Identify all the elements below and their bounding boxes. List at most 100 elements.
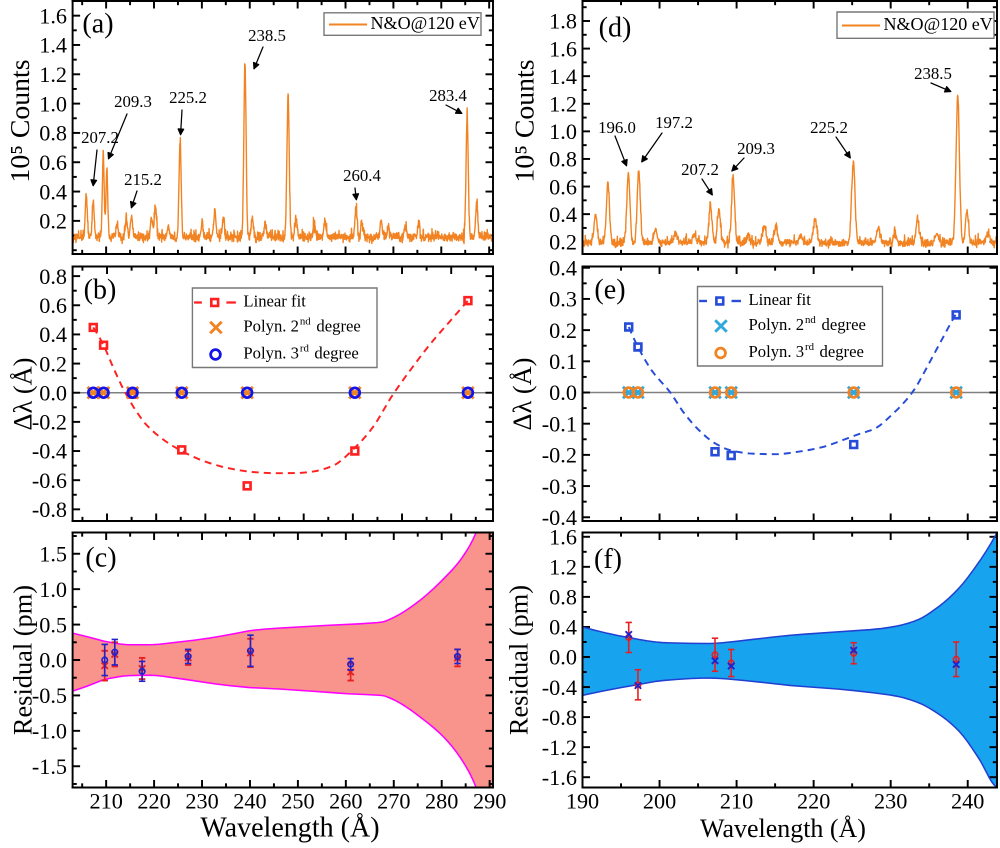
svg-text:degree: degree [819, 342, 863, 361]
svg-text:Polyn. 3: Polyn. 3 [243, 343, 299, 362]
svg-text:0.8: 0.8 [39, 121, 67, 146]
svg-text:0.6: 0.6 [39, 150, 67, 175]
svg-text:0.6: 0.6 [39, 293, 67, 318]
svg-text:0.8: 0.8 [549, 147, 577, 172]
svg-text:-0.1: -0.1 [542, 411, 577, 436]
svg-text:0.0: 0.0 [39, 648, 67, 673]
svg-text:(f): (f) [594, 544, 622, 575]
svg-text:290: 290 [473, 788, 506, 813]
svg-text:-0.4: -0.4 [32, 439, 67, 464]
svg-text:1.0: 1.0 [39, 91, 67, 116]
svg-text:197.2: 197.2 [655, 113, 693, 132]
svg-text:1.0: 1.0 [39, 577, 67, 602]
svg-text:0.0: 0.0 [549, 380, 577, 405]
svg-text:0.4: 0.4 [549, 202, 577, 227]
svg-text:240: 240 [951, 788, 984, 813]
svg-text:0.8: 0.8 [549, 585, 577, 610]
svg-text:220: 220 [137, 788, 170, 813]
svg-text:N&O@120 eV: N&O@120 eV [884, 14, 993, 34]
svg-text:degree: degree [314, 343, 358, 362]
svg-text:230: 230 [185, 788, 218, 813]
svg-text:-0.2: -0.2 [32, 410, 67, 435]
svg-text:196.0: 196.0 [598, 118, 636, 137]
svg-text:-0.2: -0.2 [542, 443, 577, 468]
svg-text:207.2: 207.2 [81, 128, 119, 147]
svg-text:Δλ (Å): Δλ (Å) [8, 358, 38, 431]
svg-text:238.5: 238.5 [914, 64, 952, 83]
svg-text:degree: degree [821, 315, 865, 334]
svg-text:Δλ (Å): Δλ (Å) [507, 358, 537, 431]
svg-text:240: 240 [233, 788, 266, 813]
svg-text:-0.6: -0.6 [32, 468, 67, 493]
svg-text:260.4: 260.4 [343, 166, 381, 185]
svg-text:0.4: 0.4 [39, 179, 67, 204]
svg-text:0.3: 0.3 [549, 287, 577, 312]
svg-text:0.0: 0.0 [39, 380, 67, 405]
svg-text:Linear fit: Linear fit [748, 290, 811, 309]
svg-text:0.4: 0.4 [39, 322, 67, 347]
svg-text:-1.5: -1.5 [32, 754, 67, 779]
svg-text:209.3: 209.3 [737, 139, 775, 158]
svg-text:0.2: 0.2 [549, 318, 577, 343]
svg-text:220: 220 [797, 788, 830, 813]
svg-text:-0.4: -0.4 [542, 505, 577, 530]
svg-text:1.4: 1.4 [549, 64, 577, 89]
svg-text:10⁵ Counts: 10⁵ Counts [510, 59, 541, 182]
svg-text:1.2: 1.2 [549, 555, 577, 580]
svg-text:1.6: 1.6 [549, 524, 577, 549]
svg-text:nd: nd [300, 316, 311, 328]
svg-text:0.5: 0.5 [39, 612, 67, 637]
svg-text:rd: rd [805, 341, 815, 353]
svg-text:(c): (c) [85, 543, 116, 574]
svg-text:280: 280 [425, 788, 458, 813]
svg-text:Polyn. 2: Polyn. 2 [748, 315, 804, 334]
svg-text:0.8: 0.8 [39, 264, 67, 289]
svg-text:1.6: 1.6 [39, 3, 67, 28]
svg-text:(b): (b) [84, 275, 117, 306]
svg-text:190: 190 [566, 788, 599, 813]
svg-text:(a): (a) [82, 9, 113, 40]
svg-text:Residual (pm): Residual (pm) [7, 585, 37, 735]
svg-text:0.6: 0.6 [549, 174, 577, 199]
svg-text:Wavelength (Å): Wavelength (Å) [200, 813, 379, 843]
svg-text:250: 250 [281, 788, 314, 813]
svg-text:-1.0: -1.0 [32, 719, 67, 744]
svg-text:230: 230 [874, 788, 907, 813]
svg-text:-0.5: -0.5 [32, 683, 67, 708]
svg-text:0.2: 0.2 [39, 209, 67, 234]
svg-text:nd: nd [805, 314, 816, 326]
svg-text:Linear fit: Linear fit [243, 292, 306, 311]
svg-text:1.0: 1.0 [549, 119, 577, 144]
svg-text:283.4: 283.4 [429, 86, 467, 105]
svg-text:0.4: 0.4 [549, 255, 577, 280]
svg-text:-0.4: -0.4 [542, 675, 577, 700]
svg-text:270: 270 [377, 788, 410, 813]
svg-text:Polyn. 2: Polyn. 2 [243, 316, 299, 335]
svg-text:0.1: 0.1 [549, 349, 577, 374]
svg-text:238.5: 238.5 [248, 26, 286, 45]
svg-text:200: 200 [643, 788, 676, 813]
svg-text:0.4: 0.4 [549, 615, 577, 640]
svg-text:-0.3: -0.3 [542, 474, 577, 499]
svg-text:10⁵ Counts: 10⁵ Counts [5, 59, 36, 182]
svg-text:rd: rd [300, 343, 310, 355]
svg-text:(d): (d) [599, 13, 632, 44]
svg-text:-0.8: -0.8 [542, 705, 577, 730]
svg-text:260: 260 [329, 788, 362, 813]
svg-text:Polyn. 3: Polyn. 3 [748, 342, 804, 361]
svg-text:1.2: 1.2 [549, 91, 577, 116]
svg-text:(e): (e) [594, 275, 625, 306]
svg-text:1.4: 1.4 [39, 33, 67, 58]
svg-text:Residual (pm): Residual (pm) [503, 585, 533, 735]
svg-text:215.2: 215.2 [124, 170, 162, 189]
svg-text:degree: degree [316, 316, 360, 335]
svg-text:Wavelength (Å): Wavelength (Å) [700, 814, 866, 843]
svg-text:210: 210 [720, 788, 753, 813]
svg-text:1.8: 1.8 [549, 9, 577, 34]
svg-text:1.2: 1.2 [39, 62, 67, 87]
svg-text:-1.6: -1.6 [542, 765, 577, 790]
svg-text:210: 210 [89, 788, 122, 813]
svg-text:0.2: 0.2 [549, 229, 577, 254]
svg-text:1.5: 1.5 [39, 541, 67, 566]
svg-text:N&O@120 eV: N&O@120 eV [371, 13, 480, 33]
